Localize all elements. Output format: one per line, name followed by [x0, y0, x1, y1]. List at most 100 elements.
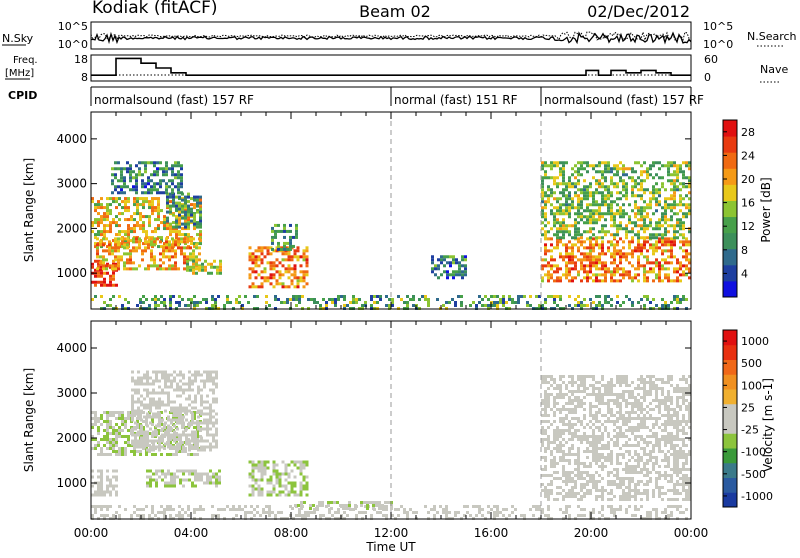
- heatmap-cell: [667, 240, 670, 243]
- heatmap-cell: [279, 482, 282, 485]
- heatmap-cell: [286, 230, 289, 233]
- heatmap-cell: [553, 246, 556, 249]
- heatmap-cell: [235, 298, 238, 301]
- heatmap-cell: [643, 438, 646, 441]
- heatmap-cell: [152, 473, 155, 476]
- heatmap-cell: [547, 188, 550, 191]
- heatmap-cell: [276, 264, 279, 267]
- heatmap-cell: [559, 255, 562, 258]
- heatmap-cell: [601, 468, 604, 471]
- heatmap-cell: [163, 221, 166, 224]
- heatmap-cell: [381, 504, 384, 507]
- heatmap-cell: [197, 440, 200, 443]
- heatmap-cell: [565, 483, 568, 486]
- heatmap-cell: [170, 401, 173, 404]
- heatmap-cell: [285, 479, 288, 482]
- heatmap-cell: [255, 261, 258, 264]
- heatmap-cell: [574, 267, 577, 270]
- heatmap-cell: [571, 432, 574, 435]
- heatmap-cell: [580, 420, 583, 423]
- heatmap-cell: [249, 485, 252, 488]
- heatmap-cell: [652, 462, 655, 465]
- heatmap-cell: [592, 209, 595, 212]
- heatmap-cell: [625, 270, 628, 273]
- heatmap-cell: [117, 261, 120, 264]
- heatmap-cell: [628, 246, 631, 249]
- heatmap-cell: [595, 261, 598, 264]
- heatmap-cell: [598, 459, 601, 462]
- heatmap-cell: [655, 273, 658, 276]
- heatmap-cell: [176, 470, 179, 473]
- heatmap-cell: [592, 450, 595, 453]
- heatmap-cell: [574, 185, 577, 188]
- heatmap-cell: [109, 426, 112, 429]
- heatmap-cell: [583, 387, 586, 390]
- heatmap-cell: [115, 284, 118, 287]
- heatmap-cell: [256, 511, 259, 514]
- heatmap-cell: [571, 182, 574, 185]
- heatmap-cell: [652, 194, 655, 197]
- heatmap-cell: [544, 456, 547, 459]
- heatmap-cell: [592, 508, 595, 511]
- heatmap-cell: [157, 212, 160, 215]
- heatmap-cell: [595, 495, 598, 498]
- heatmap-cell: [94, 508, 97, 511]
- heatmap-cell: [571, 224, 574, 227]
- heatmap-cell: [194, 401, 197, 404]
- heatmap-cell: [141, 249, 144, 252]
- heatmap-cell: [100, 215, 103, 218]
- heatmap-cell: [180, 185, 183, 188]
- heatmap-cell: [577, 270, 580, 273]
- heatmap-cell: [199, 217, 202, 220]
- heatmap-cell: [592, 246, 595, 249]
- heatmap-cell: [464, 255, 467, 258]
- heatmap-cell: [544, 411, 547, 414]
- heatmap-cell: [378, 504, 381, 507]
- heatmap-cell: [276, 494, 279, 497]
- heatmap-cell: [553, 429, 556, 432]
- heatmap-cell: [126, 258, 129, 261]
- heatmap-cell: [265, 505, 268, 508]
- heatmap-cell: [124, 197, 127, 200]
- heatmap-cell: [442, 511, 445, 514]
- heatmap-cell: [176, 449, 179, 452]
- heatmap-cell: [112, 476, 115, 479]
- heatmap-cell: [652, 246, 655, 249]
- heatmap-cell: [117, 179, 120, 182]
- heatmap-cell: [109, 494, 112, 497]
- heatmap-cell: [664, 477, 667, 480]
- heatmap-cell: [601, 224, 604, 227]
- heatmap-cell: [577, 167, 580, 170]
- heatmap-cell: [268, 505, 271, 508]
- heatmap-cell: [652, 191, 655, 194]
- heatmap-cell: [150, 173, 153, 176]
- heatmap-cell: [265, 511, 268, 514]
- heatmap-cell: [209, 380, 212, 383]
- heatmap-cell: [676, 489, 679, 492]
- heatmap-cell: [219, 260, 222, 263]
- heatmap-cell: [613, 246, 616, 249]
- heatmap-cell: [178, 295, 181, 298]
- heatmap-cell: [406, 511, 409, 514]
- heatmap-cell: [541, 381, 544, 384]
- heatmap-cell: [151, 505, 154, 508]
- heatmap-cell: [150, 258, 153, 261]
- heatmap-cell: [159, 191, 162, 194]
- heatmap-cell: [139, 453, 142, 456]
- heatmap-cell: [114, 267, 117, 270]
- heatmap-cell: [103, 444, 106, 447]
- heatmap-cell: [460, 301, 463, 304]
- heatmap-cell: [589, 215, 592, 218]
- heatmap-cell: [115, 444, 118, 447]
- heatmap-cell: [511, 505, 514, 508]
- heatmap-cell: [658, 441, 661, 444]
- heatmap-cell: [586, 304, 589, 307]
- heatmap-cell: [114, 240, 117, 243]
- heatmap-cell: [295, 230, 298, 233]
- heatmap-cell: [118, 435, 121, 438]
- heatmap-cell: [547, 164, 550, 167]
- heatmap-cell: [168, 258, 171, 261]
- heatmap-cell: [643, 246, 646, 249]
- heatmap-cell: [127, 411, 130, 414]
- heatmap-cell: [661, 243, 664, 246]
